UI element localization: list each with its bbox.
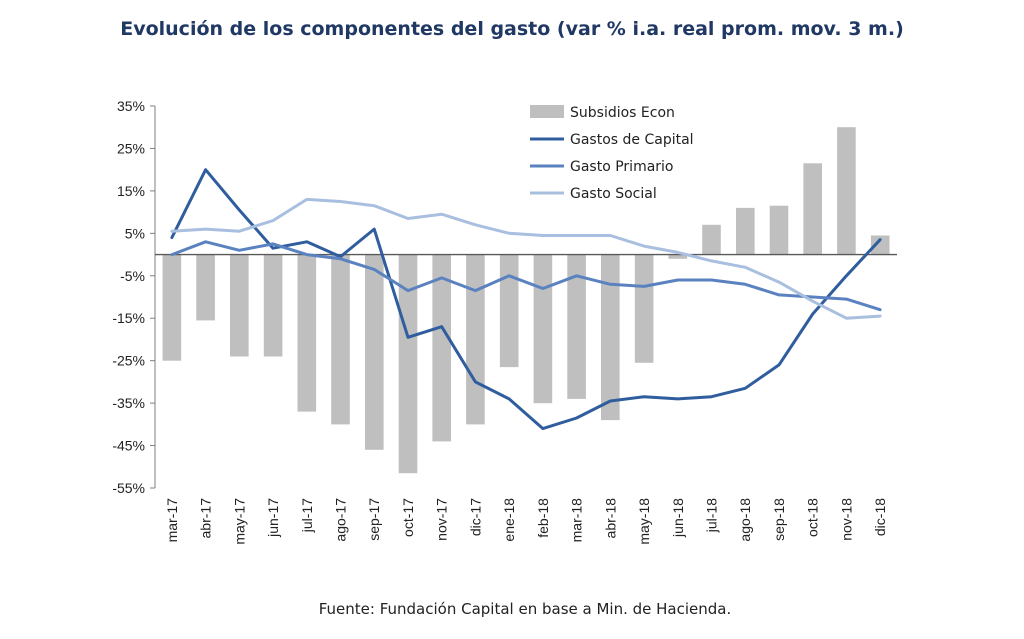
bar-oct-17 (398, 254, 418, 474)
x-tick-label: ago-18 (737, 498, 753, 542)
x-tick-label: dic-17 (467, 498, 483, 536)
x-tick-label: ene-18 (501, 498, 517, 542)
x-tick-label: mar-18 (569, 498, 585, 543)
x-tick-label: sep-17 (366, 498, 382, 541)
x-tick-label: oct-18 (805, 498, 821, 537)
x-tick-label: feb-18 (535, 498, 551, 538)
x-tick-label: jul-18 (704, 498, 720, 533)
bar-jun-18 (668, 254, 688, 259)
bar-ene-18 (499, 254, 519, 368)
legend-label: Gasto Primario (570, 159, 674, 175)
y-tick-label: 5% (125, 225, 145, 241)
y-tick-label: -15% (112, 310, 145, 326)
x-tick-label: jun-18 (670, 498, 686, 538)
legend-label: Gasto Social (570, 186, 657, 202)
x-tick-label: sep-18 (771, 498, 787, 541)
line-layer (170, 168, 882, 431)
x-tick-label: oct-17 (400, 498, 416, 537)
y-tick-label: 35% (117, 98, 145, 114)
legend-label: Gastos de Capital (570, 132, 694, 148)
x-tick-label: abr-18 (602, 498, 618, 539)
bar-ago-17 (331, 254, 350, 425)
y-tick-label: -5% (120, 268, 145, 284)
x-tick-label: may-17 (231, 498, 247, 545)
x-axis-labels: mar-17 abr-17 may-17 jun-17 jul-17 ago-17 sep-… (164, 498, 888, 545)
x-tick-label: nov-17 (434, 498, 450, 541)
bar-sep-18 (769, 205, 789, 255)
legend-swatch (530, 105, 564, 118)
bar-jul-18 (702, 224, 721, 255)
bar-abr-17 (196, 254, 215, 321)
bar-jul-17 (297, 254, 317, 412)
bar-ago-18 (736, 207, 755, 255)
y-tick-label: 15% (117, 183, 145, 199)
axes (150, 105, 897, 489)
bar-dic-17 (466, 254, 485, 425)
x-tick-label: dic-18 (872, 498, 888, 536)
x-tick-label: jun-17 (265, 498, 281, 538)
y-tick-label: 25% (117, 140, 145, 156)
y-tick-label: -25% (112, 353, 145, 369)
y-tick-label: -35% (112, 395, 145, 411)
bar-layer (162, 127, 890, 474)
legend-label: Subsidios Econ (570, 105, 675, 121)
x-tick-label: may-18 (636, 498, 652, 545)
bar-nov-17 (432, 254, 451, 442)
x-tick-label: nov-18 (838, 498, 854, 541)
x-tick-label: abr-17 (198, 498, 214, 539)
bar-may-18 (634, 254, 654, 363)
bar-mar-18 (567, 254, 586, 399)
bar-dic-18 (870, 235, 890, 255)
bar-may-17 (230, 254, 249, 357)
bar-mar-17 (162, 254, 182, 361)
series-line-gasto-primario (170, 240, 882, 312)
y-tick-label: -45% (112, 438, 145, 454)
x-tick-label: mar-17 (164, 498, 180, 543)
bar-feb-18 (533, 254, 553, 404)
series-line-gastos-de-capital (170, 168, 882, 431)
chart-title: Evolución de los componentes del gasto (… (120, 18, 904, 40)
x-tick-label: jul-17 (299, 498, 315, 533)
bar-sep-17 (365, 254, 384, 450)
y-tick-label: -55% (112, 480, 145, 496)
bar-nov-18 (837, 127, 856, 255)
legend: Subsidios Econ Gastos de Capital Gasto Pri… (530, 105, 694, 202)
x-tick-label: ago-17 (333, 498, 349, 542)
bar-jun-17 (263, 254, 283, 357)
bar-oct-18 (803, 163, 822, 255)
series-line-gasto-social (170, 197, 882, 320)
bar-abr-18 (601, 254, 620, 421)
y-axis-labels: 35% 25% 15% 5% -5% -15% -25% -35% -45% -55% (112, 98, 145, 496)
source-note: Fuente: Fundación Capital en base a Min.… (318, 600, 732, 618)
